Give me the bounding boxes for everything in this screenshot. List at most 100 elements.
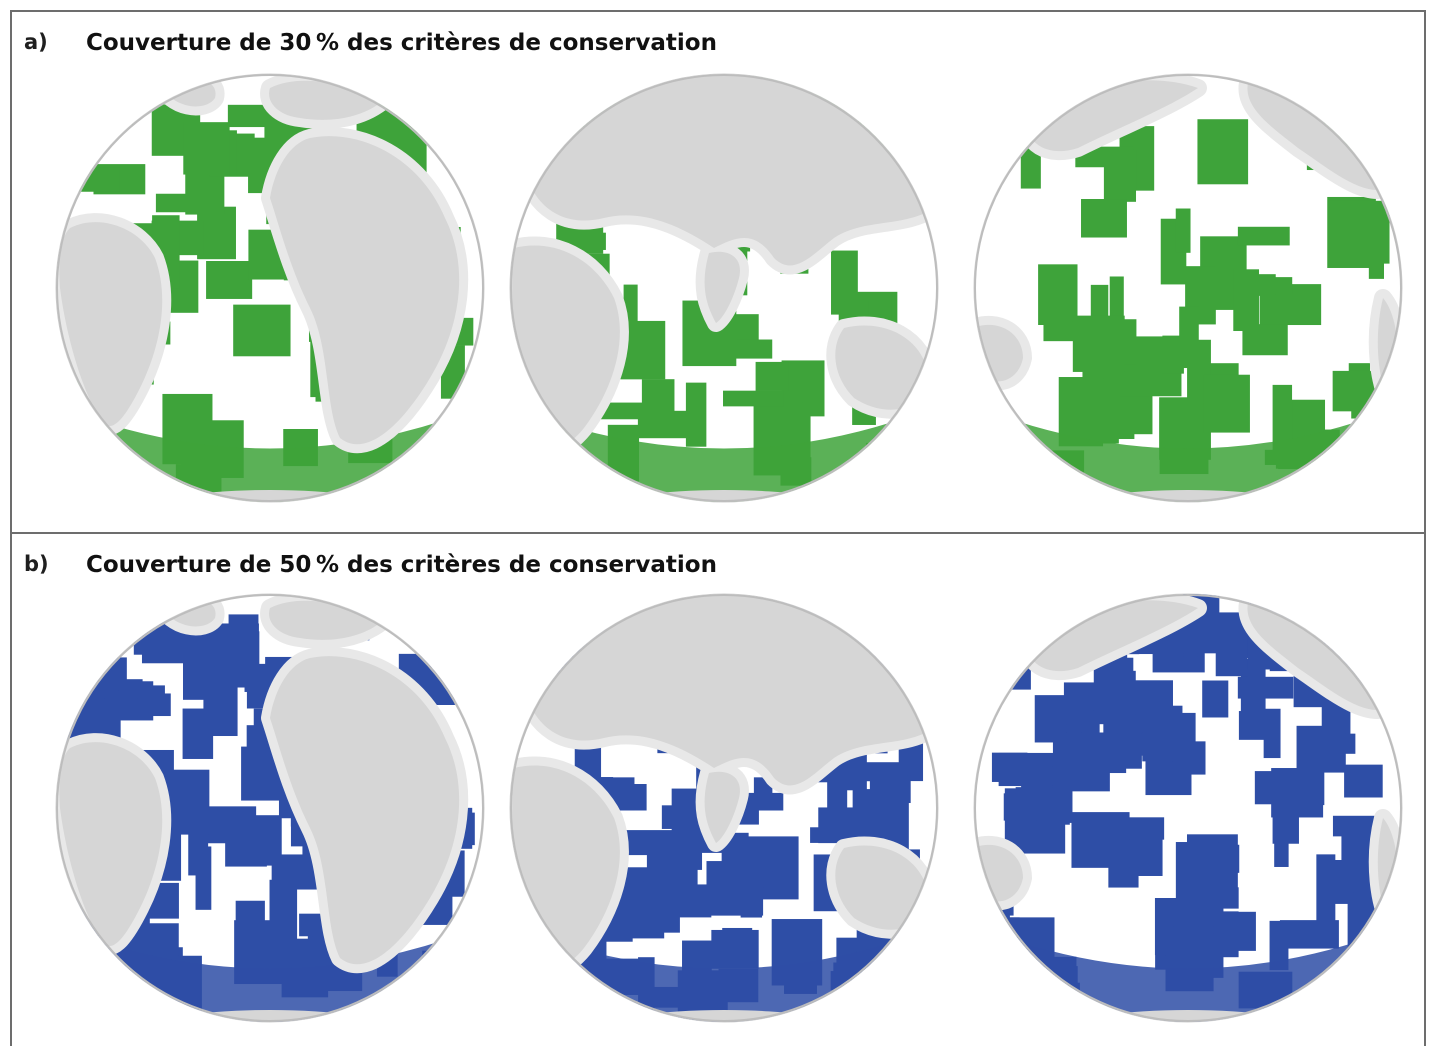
protected-area <box>1175 208 1191 253</box>
protected-area <box>183 122 230 175</box>
antarctica <box>606 1010 842 1022</box>
protected-area <box>70 78 133 125</box>
protected-area <box>1202 680 1229 718</box>
land-mass <box>704 771 740 843</box>
panel-b-title: Couverture de 50 % des critères de conse… <box>86 552 717 578</box>
protected-area <box>1233 269 1260 332</box>
protected-area <box>1052 732 1110 792</box>
globe-outline <box>510 594 938 1022</box>
protected-area <box>1103 149 1137 202</box>
protected-area <box>1008 626 1031 690</box>
panel-a: a) Couverture de 30 % des critères de co… <box>10 10 1426 534</box>
protected-area <box>723 390 784 407</box>
protected-area <box>1237 676 1294 699</box>
land-mass <box>704 251 740 323</box>
protected-area <box>1261 277 1293 295</box>
panel-a-tag: a) <box>24 30 48 54</box>
protected-area <box>1072 315 1125 372</box>
protected-area <box>1332 966 1375 981</box>
protected-area <box>436 627 463 646</box>
globe-indian-ocean-view-50 <box>509 593 939 1023</box>
panel-b-globes <box>12 588 1424 1046</box>
protected-area <box>1344 764 1383 798</box>
protected-area <box>126 693 171 717</box>
protected-area <box>1179 306 1199 369</box>
protected-area <box>203 666 238 737</box>
protected-area <box>1272 781 1299 844</box>
land-mass <box>270 136 460 445</box>
protected-area <box>422 950 484 996</box>
protected-area <box>1005 980 1037 1004</box>
protected-area <box>1043 321 1074 342</box>
globe-outline <box>510 74 938 502</box>
protected-area <box>1238 711 1277 740</box>
globe-pacific-view-50 <box>973 593 1403 1023</box>
protected-area <box>533 956 549 1014</box>
globe-outline <box>974 74 1402 502</box>
globe-outline <box>56 594 484 1022</box>
antarctica <box>1070 1010 1306 1022</box>
protected-area <box>643 872 680 933</box>
protected-area <box>1142 712 1196 762</box>
land-mass <box>835 845 929 930</box>
protected-area <box>1081 710 1100 740</box>
protected-area <box>72 952 93 997</box>
land-mass <box>524 74 934 266</box>
globe-outline <box>974 594 1402 1022</box>
protected-area <box>827 778 848 810</box>
globe-atlantic-view-50 <box>55 593 485 1023</box>
protected-area <box>1203 374 1250 433</box>
protected-area <box>843 754 867 791</box>
protected-area <box>104 690 138 717</box>
protected-area <box>1003 793 1037 821</box>
land-mass <box>835 325 929 410</box>
land-mass <box>59 742 163 947</box>
protected-area <box>435 945 467 964</box>
protected-area <box>1343 86 1364 152</box>
protected-area <box>861 91 896 125</box>
land-mass <box>1247 83 1388 190</box>
protected-area <box>1279 920 1339 949</box>
protected-area <box>225 826 267 867</box>
protected-area <box>188 831 209 876</box>
protected-area <box>431 85 464 147</box>
protected-area <box>738 792 784 811</box>
panel-b-globe-row <box>55 593 1403 1023</box>
panel-a-globes <box>12 66 1424 532</box>
protected-area <box>1237 226 1290 246</box>
panel-b: b) Couverture de 50 % des critères de co… <box>10 532 1426 1046</box>
protected-area <box>1328 200 1390 264</box>
protected-area <box>1069 378 1119 444</box>
panel-b-tag: b) <box>24 552 49 576</box>
protected-area <box>97 88 115 109</box>
protected-area <box>1205 933 1225 953</box>
protected-area <box>206 260 253 299</box>
panel-a-title: Couverture de 30 % des critères de conse… <box>86 30 717 56</box>
protected-area <box>869 775 911 804</box>
protected-area <box>80 972 102 1000</box>
antarctica <box>1070 490 1306 502</box>
protected-area <box>1324 101 1362 121</box>
protected-area <box>510 450 565 502</box>
protected-area <box>233 304 291 357</box>
protected-area <box>1272 384 1293 454</box>
globe-outline <box>56 74 484 502</box>
protected-area <box>1122 319 1137 365</box>
globe-indian-ocean-view-30 <box>509 73 939 503</box>
protected-area <box>1081 199 1127 238</box>
land-mass <box>524 594 934 786</box>
globe-atlantic-view-30 <box>55 73 485 503</box>
protected-area <box>1102 817 1165 840</box>
panel-a-globe-row <box>55 73 1403 503</box>
antarctica <box>152 1010 388 1022</box>
antarctica <box>606 490 842 502</box>
protected-area <box>641 379 675 418</box>
protected-area <box>685 382 707 447</box>
protected-area <box>244 631 260 692</box>
protected-area <box>711 929 759 969</box>
protected-area <box>235 900 265 932</box>
globe-pacific-view-30 <box>973 73 1403 503</box>
protected-area <box>734 339 773 359</box>
land-mass <box>59 222 163 427</box>
